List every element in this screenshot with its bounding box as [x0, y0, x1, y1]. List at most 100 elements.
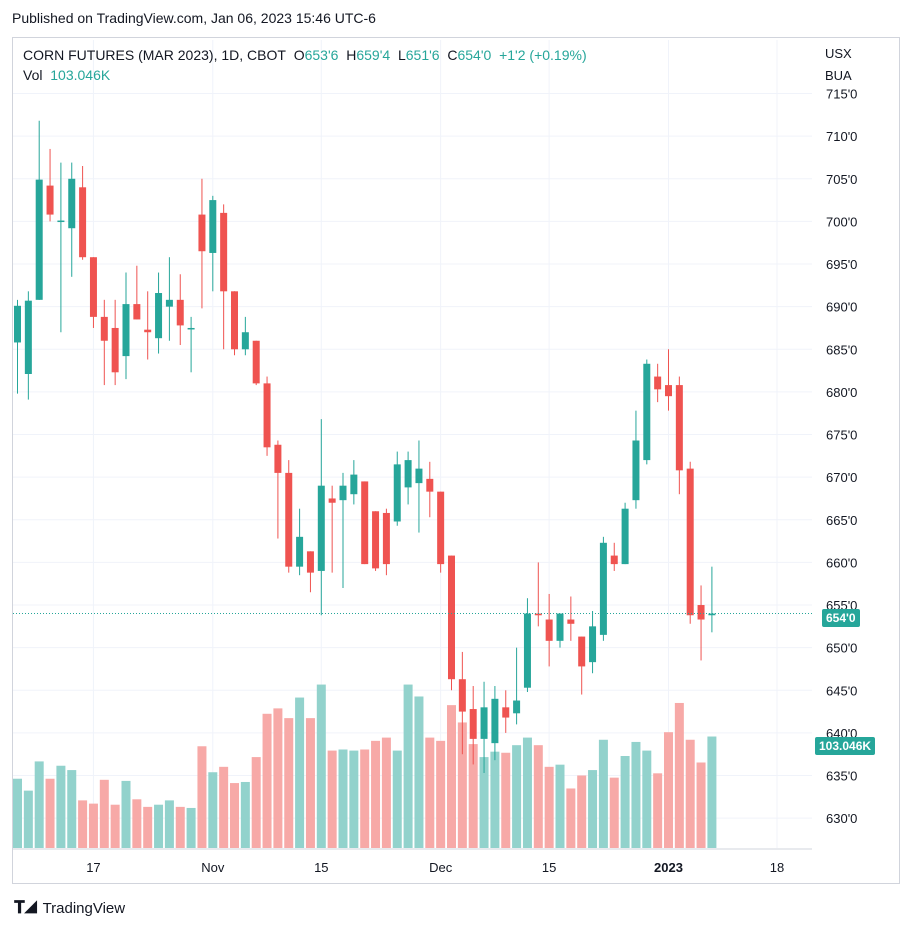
candle-body — [415, 468, 423, 484]
volume-bar — [99, 779, 109, 848]
y-tick-label: 700'0 — [826, 214, 857, 229]
x-tick-label: 18 — [770, 860, 784, 875]
candle-body — [296, 536, 304, 567]
candle-body — [610, 555, 618, 565]
y-tick-label: 680'0 — [826, 385, 857, 400]
candle-body — [578, 636, 586, 667]
volume-bar — [457, 722, 467, 848]
candle-body — [534, 613, 542, 616]
x-tick-label: Nov — [201, 860, 225, 875]
volume-bar — [598, 739, 608, 848]
footer-brand[interactable]: 𝐓◢ TradingView — [14, 898, 125, 918]
candle-body — [176, 299, 184, 326]
candle-body — [469, 709, 477, 739]
price-units: USX BUA — [825, 43, 852, 87]
candle-body — [665, 385, 672, 397]
candle-body — [437, 491, 445, 565]
volume-bar — [642, 750, 652, 848]
volume-bar — [143, 806, 153, 848]
y-tick-label: 695'0 — [826, 257, 857, 272]
volume-bar — [121, 780, 131, 848]
published-caption: Published on TradingView.com, Jan 06, 20… — [12, 10, 376, 26]
candle-body — [328, 498, 336, 503]
candle-body — [285, 472, 293, 567]
volume-bar — [219, 766, 229, 848]
volume-bar — [414, 696, 424, 848]
candle-body — [545, 619, 553, 641]
volume-bar — [685, 739, 695, 848]
candle-body — [35, 179, 43, 300]
volume-bar — [653, 773, 663, 848]
legend-low-label: L — [397, 47, 406, 63]
candle-body — [632, 440, 640, 501]
candle-body — [46, 185, 54, 215]
legend-volume-row: Vol 103.046K — [23, 65, 587, 85]
volume-bar — [674, 702, 684, 848]
legend-low-value: 651'6 — [405, 47, 440, 63]
x-tick-label: 15 — [542, 860, 556, 875]
volume-bar — [262, 713, 272, 848]
volume-bar — [240, 781, 250, 848]
volume-bar — [327, 750, 337, 848]
y-tick-label: 690'0 — [826, 300, 857, 315]
volume-bar — [577, 775, 587, 848]
y-tick-label: 650'0 — [826, 641, 857, 656]
candle-body — [122, 304, 130, 357]
volume-bar — [392, 750, 402, 848]
volume-bar — [67, 770, 77, 848]
candle-body — [187, 327, 195, 330]
candle-body — [393, 464, 401, 522]
volume-bar — [338, 749, 348, 848]
candle-body — [448, 555, 455, 680]
last-price-tag: 654'0 — [822, 609, 860, 627]
x-tick-label: Dec — [429, 860, 453, 875]
volume-bar — [403, 684, 413, 848]
candle-body — [686, 468, 694, 616]
candle-body — [263, 383, 271, 448]
candle-body — [513, 700, 521, 714]
candle-body — [621, 508, 629, 565]
candle-body — [317, 485, 325, 571]
y-tick-label: 660'0 — [826, 555, 857, 570]
volume-bar — [88, 803, 98, 848]
volume-bar — [110, 804, 120, 848]
volume-bar — [78, 800, 88, 848]
candle-body — [599, 542, 607, 635]
y-tick-label: 665'0 — [826, 513, 857, 528]
candle-body — [458, 679, 466, 712]
y-tick-label: 685'0 — [826, 342, 857, 357]
x-tick-label: 2023 — [654, 860, 683, 875]
volume-bar — [522, 737, 532, 848]
volume-bar — [56, 765, 66, 848]
volume-bar — [436, 740, 446, 848]
candle-body — [654, 376, 662, 390]
candle-body — [372, 511, 380, 569]
candle-body — [306, 551, 314, 573]
volume-bar — [23, 790, 33, 848]
candle-body — [14, 305, 21, 343]
last-volume-tag: 103.046K — [815, 737, 876, 755]
volume-bar — [349, 750, 359, 848]
volume-bar — [555, 764, 565, 848]
candle-body — [556, 613, 564, 641]
candle-body — [339, 485, 347, 501]
volume-bar — [175, 806, 185, 848]
y-tick-label: 710'0 — [826, 129, 857, 144]
candle-body — [675, 385, 683, 471]
candle-body — [382, 512, 390, 565]
candle-body — [708, 613, 716, 616]
y-tick-label: 675'0 — [826, 428, 857, 443]
volume-bar — [164, 800, 174, 848]
candle-body — [133, 304, 141, 320]
candle-body — [241, 332, 249, 350]
tradingview-logo-icon: 𝐓◢ — [14, 898, 38, 917]
candle-body — [220, 212, 228, 292]
volume-bar — [490, 751, 500, 848]
volume-bar — [34, 761, 44, 848]
legend-close-value: 654'0 — [457, 47, 492, 63]
candle-body — [24, 300, 32, 375]
x-tick-label: 17 — [86, 860, 100, 875]
volume-bar — [186, 807, 196, 848]
y-tick-label: 715'0 — [826, 87, 857, 102]
